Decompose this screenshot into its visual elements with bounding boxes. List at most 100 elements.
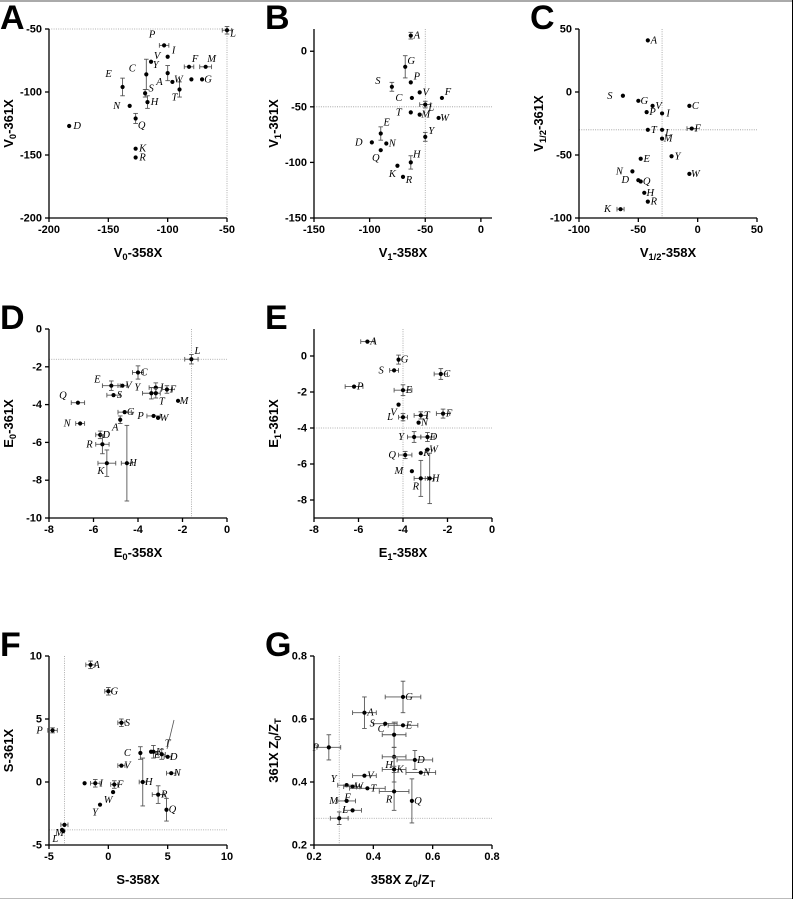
svg-text:-6: -6 — [32, 437, 42, 449]
svg-text:G: G — [641, 96, 649, 107]
svg-text:0.6: 0.6 — [425, 851, 440, 863]
svg-text:S: S — [378, 365, 384, 376]
svg-text:S: S — [375, 76, 381, 87]
svg-text:L: L — [341, 805, 348, 816]
svg-text:-10: -10 — [26, 513, 42, 525]
svg-text:0: 0 — [301, 351, 307, 363]
svg-text:0: 0 — [224, 524, 230, 536]
svg-text:F: F — [0, 626, 21, 664]
svg-text:E0-358X: E0-358X — [114, 545, 163, 562]
svg-text:-6: -6 — [354, 524, 364, 536]
svg-text:C: C — [530, 0, 555, 37]
svg-text:0: 0 — [489, 524, 495, 536]
svg-text:A: A — [111, 423, 119, 434]
svg-text:C: C — [395, 93, 403, 104]
svg-text:F: F — [343, 792, 351, 803]
svg-text:E: E — [405, 385, 413, 396]
svg-text:S: S — [148, 83, 154, 94]
svg-text:E1-361X: E1-361X — [266, 399, 283, 448]
svg-text:P: P — [413, 71, 421, 82]
svg-text:M: M — [206, 54, 217, 65]
svg-text:0: 0 — [566, 87, 572, 99]
svg-text:I: I — [171, 46, 176, 57]
svg-text:M: M — [663, 134, 674, 145]
svg-text:V1/2-358X: V1/2-358X — [640, 245, 697, 262]
svg-text:N: N — [173, 768, 182, 779]
svg-text:C: C — [140, 367, 148, 378]
svg-text:0.8: 0.8 — [484, 851, 499, 863]
svg-text:M: M — [394, 466, 405, 477]
svg-text:A: A — [92, 660, 100, 671]
svg-text:N: N — [422, 768, 431, 779]
svg-text:R: R — [138, 153, 146, 164]
svg-text:-100: -100 — [550, 213, 572, 225]
svg-text:50: 50 — [751, 224, 763, 236]
svg-text:E1-358X: E1-358X — [379, 545, 428, 562]
svg-text:-150: -150 — [303, 224, 325, 236]
svg-text:0: 0 — [695, 224, 701, 236]
svg-text:S: S — [117, 390, 123, 401]
svg-text:R: R — [405, 175, 413, 186]
svg-text:-150: -150 — [97, 224, 119, 236]
svg-text:-50: -50 — [417, 224, 433, 236]
svg-text:L: L — [386, 412, 393, 423]
svg-text:A: A — [369, 337, 377, 348]
svg-text:-2: -2 — [297, 387, 307, 399]
svg-text:E0-361X: E0-361X — [1, 399, 18, 448]
svg-text:-50: -50 — [219, 224, 235, 236]
svg-text:L: L — [193, 346, 200, 357]
svg-text:N: N — [388, 139, 397, 150]
svg-text:H: H — [128, 458, 138, 469]
svg-text:D: D — [354, 137, 363, 148]
svg-text:G: G — [405, 692, 413, 703]
svg-text:V0-361X: V0-361X — [1, 99, 18, 148]
svg-text:E: E — [405, 720, 413, 731]
svg-text:P: P — [35, 725, 43, 736]
svg-text:-100: -100 — [568, 224, 590, 236]
svg-text:0: 0 — [36, 324, 42, 336]
svg-text:-200: -200 — [38, 224, 60, 236]
svg-text:Q: Q — [138, 120, 146, 131]
svg-text:V1-358X: V1-358X — [379, 245, 428, 262]
svg-text:W: W — [104, 795, 114, 806]
svg-text:H: H — [431, 473, 441, 484]
svg-text:-8: -8 — [297, 495, 307, 507]
svg-text:Q: Q — [414, 796, 422, 807]
svg-text:C: C — [692, 101, 700, 112]
svg-text:E: E — [383, 118, 391, 129]
svg-text:P: P — [136, 411, 144, 422]
svg-text:K: K — [96, 466, 105, 477]
svg-text:0.4: 0.4 — [292, 777, 308, 789]
svg-text:N: N — [112, 101, 121, 112]
svg-text:L: L — [229, 28, 236, 39]
svg-text:-8: -8 — [44, 524, 54, 536]
svg-text:W: W — [354, 782, 364, 793]
svg-text:G: G — [265, 626, 291, 664]
svg-text:G: G — [111, 686, 119, 697]
svg-text:F: F — [694, 124, 702, 135]
svg-text:R: R — [85, 439, 93, 450]
svg-text:0: 0 — [36, 777, 42, 789]
svg-text:R: R — [412, 481, 420, 492]
svg-text:G: G — [127, 407, 135, 418]
svg-text:Q: Q — [643, 176, 651, 187]
svg-text:P: P — [356, 382, 364, 393]
svg-text:10: 10 — [30, 651, 42, 663]
svg-text:F: F — [116, 780, 124, 791]
svg-text:I: I — [665, 108, 670, 119]
svg-text:E: E — [93, 375, 101, 386]
svg-text:V1/2-361X: V1/2-361X — [531, 95, 548, 152]
svg-text:K: K — [388, 169, 397, 180]
svg-text:50: 50 — [560, 24, 572, 36]
svg-text:L: L — [51, 834, 58, 845]
svg-text:F: F — [444, 87, 452, 98]
svg-text:-200: -200 — [20, 213, 42, 225]
svg-text:W: W — [691, 169, 701, 180]
svg-text:Q: Q — [388, 450, 396, 461]
svg-text:S-358X: S-358X — [116, 872, 160, 887]
svg-text:5: 5 — [165, 851, 171, 863]
svg-text:-4: -4 — [297, 423, 308, 435]
svg-text:0: 0 — [301, 46, 307, 58]
svg-text:A: A — [413, 31, 421, 42]
svg-text:-50: -50 — [556, 150, 572, 162]
